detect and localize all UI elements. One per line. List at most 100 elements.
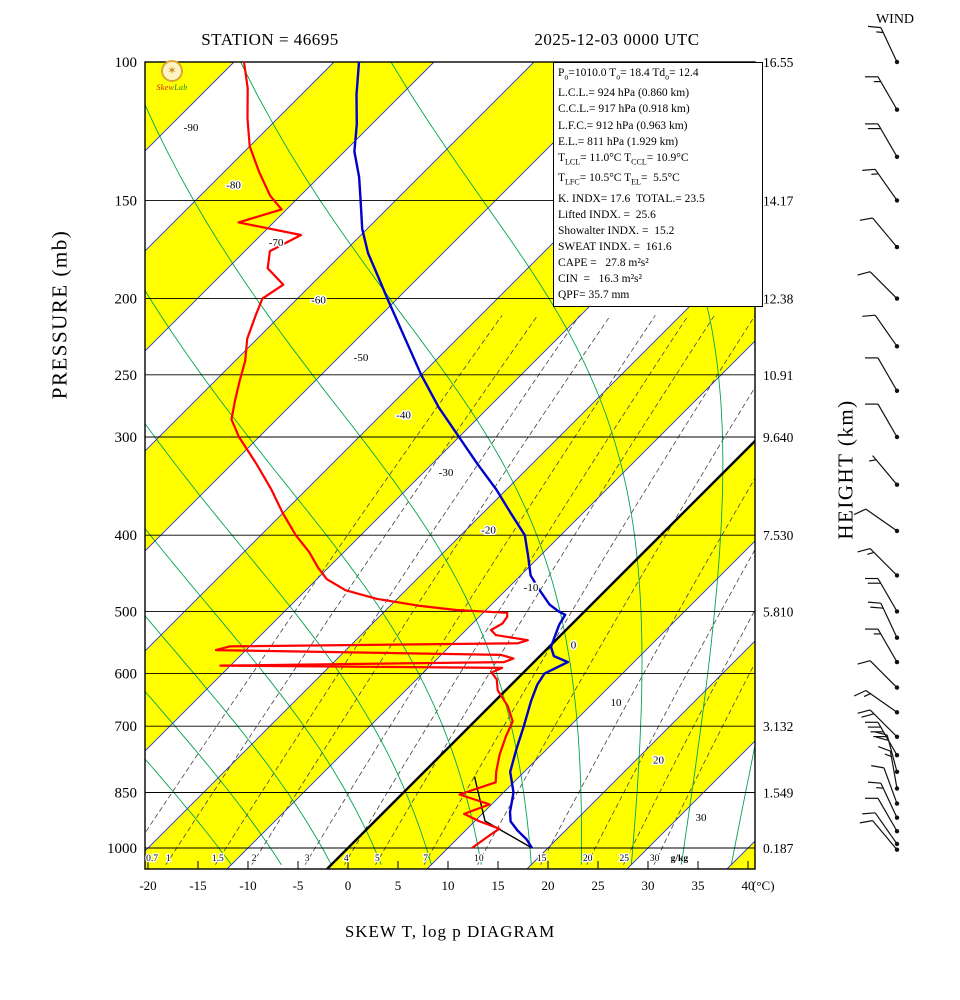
- svg-text:30: 30: [650, 854, 660, 864]
- svg-text:0.7: 0.7: [146, 854, 158, 864]
- svg-text:40: 40: [742, 878, 755, 893]
- svg-text:15: 15: [537, 854, 547, 864]
- temp-tick-labels: -20 -15 -10 -5 0 5 10 15 20 25 30 35 40(°C): [139, 878, 774, 893]
- svg-text:30: 30: [642, 878, 655, 893]
- logo-text-part: Skew: [156, 83, 175, 92]
- svg-text:-80: -80: [226, 180, 241, 192]
- svg-text:0: 0: [571, 640, 577, 652]
- sounding-info-box: Po=1010.0 To= 18.4 Tdo= 12.4 L.C.L.= 924 …: [553, 62, 763, 308]
- svg-text:1.549: 1.549: [763, 786, 794, 801]
- svg-text:3: 3: [305, 854, 310, 864]
- info-line: K. INDX= 17.6 TOTAL.= 23.5: [558, 192, 705, 205]
- svg-text:850: 850: [115, 786, 138, 802]
- svg-text:30: 30: [696, 812, 708, 824]
- svg-text:300: 300: [115, 430, 138, 446]
- pressure-tick-labels: 100 150 200 250 300 400 500 600 700 850 1000: [107, 55, 137, 857]
- svg-text:2: 2: [252, 854, 257, 864]
- svg-text:-10: -10: [239, 878, 256, 893]
- svg-text:10: 10: [442, 878, 455, 893]
- svg-text:25: 25: [620, 854, 630, 864]
- svg-text:20: 20: [653, 755, 665, 767]
- info-line: L.C.L.= 924 hPa (0.860 km): [558, 87, 690, 100]
- svg-text:500: 500: [115, 604, 138, 620]
- svg-text:10.91: 10.91: [763, 368, 793, 383]
- svg-text:-40: -40: [396, 410, 411, 422]
- svg-text:700: 700: [115, 719, 138, 735]
- svg-text:(°C): (°C): [752, 878, 775, 893]
- info-line: TLFC= 10.5°C TEL= 5.5°C: [558, 172, 680, 187]
- svg-text:4: 4: [344, 854, 349, 864]
- svg-text:-90: -90: [184, 122, 199, 134]
- svg-text:20: 20: [583, 854, 593, 864]
- svg-text:-15: -15: [189, 878, 206, 893]
- dewpoint-trace: [214, 61, 529, 849]
- info-line: C.C.L.= 917 hPa (0.918 km): [558, 103, 690, 116]
- svg-text:-20: -20: [139, 878, 156, 893]
- svg-text:0: 0: [345, 878, 352, 893]
- svg-text:400: 400: [115, 528, 138, 544]
- svg-text:-20: -20: [481, 525, 496, 537]
- svg-text:3.132: 3.132: [763, 719, 793, 734]
- svg-text:200: 200: [115, 292, 138, 308]
- svg-text:9.640: 9.640: [763, 430, 794, 445]
- info-line: Po=1010.0 To= 18.4 Tdo= 12.4: [558, 67, 699, 82]
- logo-badge-icon: ✶: [161, 60, 183, 82]
- info-line: Showalter INDX. = 15.2: [558, 224, 675, 237]
- svg-text:7: 7: [423, 854, 428, 864]
- plot-frame: [144, 61, 756, 870]
- svg-text:5.810: 5.810: [763, 604, 794, 619]
- station-title: STATION = 46695: [201, 30, 339, 49]
- info-line: E.L.= 811 hPa (1.929 km): [558, 135, 679, 148]
- info-line: CAPE = 27.8 m²s²: [558, 256, 649, 269]
- diagram-title: SKEW T, log p DIAGRAM: [344, 922, 556, 941]
- info-line: CIN = 16.3 m²s²: [558, 273, 642, 286]
- svg-text:35: 35: [692, 878, 705, 893]
- svg-text:1.5: 1.5: [212, 854, 224, 864]
- isotherm-labels: -90 -80 -70 -60 -50 -40 -30 -20 -10 0 10 20 30: [182, 121, 708, 826]
- wind-barbs: [853, 25, 900, 852]
- temperature-trace: [353, 61, 570, 849]
- svg-text:g/kg: g/kg: [671, 854, 689, 864]
- svg-text:25: 25: [592, 878, 605, 893]
- info-line: Lifted INDX. = 25.6: [558, 208, 656, 221]
- pressure-axis-label: PRESSURE (mb): [47, 229, 72, 400]
- info-line: L.F.C.= 912 hPa (0.963 km): [558, 119, 688, 132]
- svg-text:100: 100: [115, 55, 138, 71]
- logo-text: SkewLab: [148, 83, 196, 92]
- height-axis-label: HEIGHT (km): [833, 399, 858, 540]
- datetime-title: 2025-12-03 0000 UTC: [534, 30, 700, 49]
- svg-text:-50: -50: [354, 352, 369, 364]
- svg-text:1: 1: [166, 854, 171, 864]
- svg-text:20: 20: [542, 878, 555, 893]
- mixing-ratio-lines: [145, 315, 755, 865]
- svg-text:-60: -60: [311, 295, 326, 307]
- info-line: SWEAT INDX. = 161.6: [558, 240, 672, 253]
- svg-text:-5: -5: [293, 878, 304, 893]
- info-line: QPF= 35.7 mm: [558, 289, 630, 302]
- svg-text:250: 250: [115, 368, 138, 384]
- height-tick-labels: 16.55 14.17 12.38 10.91 9.640 7.530 5.810 3.132…: [763, 55, 794, 856]
- svg-text:-70: -70: [269, 237, 284, 249]
- svg-text:16.55: 16.55: [763, 55, 794, 70]
- svg-text:-10: -10: [524, 582, 539, 594]
- svg-text:600: 600: [115, 667, 138, 683]
- mixing-ratio-labels: 0.7 1 1.5 2 3 4 5 7 10 15 20 25 30 g/kg: [145, 853, 689, 866]
- svg-text:14.17: 14.17: [763, 193, 794, 208]
- parcel-trace: [473, 776, 533, 849]
- svg-text:10: 10: [474, 854, 484, 864]
- info-line: TLCL= 11.0°C TCCL= 10.9°C: [558, 151, 689, 167]
- svg-text:15: 15: [492, 878, 505, 893]
- svg-text:5: 5: [375, 854, 380, 864]
- axis-ticks: [147, 861, 749, 869]
- logo: ✶ SkewLab: [148, 60, 196, 92]
- svg-text:5: 5: [395, 878, 402, 893]
- svg-text:10: 10: [611, 697, 623, 709]
- svg-text:0.187: 0.187: [763, 841, 794, 856]
- svg-text:1000: 1000: [107, 841, 137, 857]
- wind-panel-label: WIND: [875, 12, 915, 27]
- svg-text:150: 150: [115, 193, 138, 209]
- svg-text:-30: -30: [439, 467, 454, 479]
- logo-text-part: Lab: [174, 83, 188, 92]
